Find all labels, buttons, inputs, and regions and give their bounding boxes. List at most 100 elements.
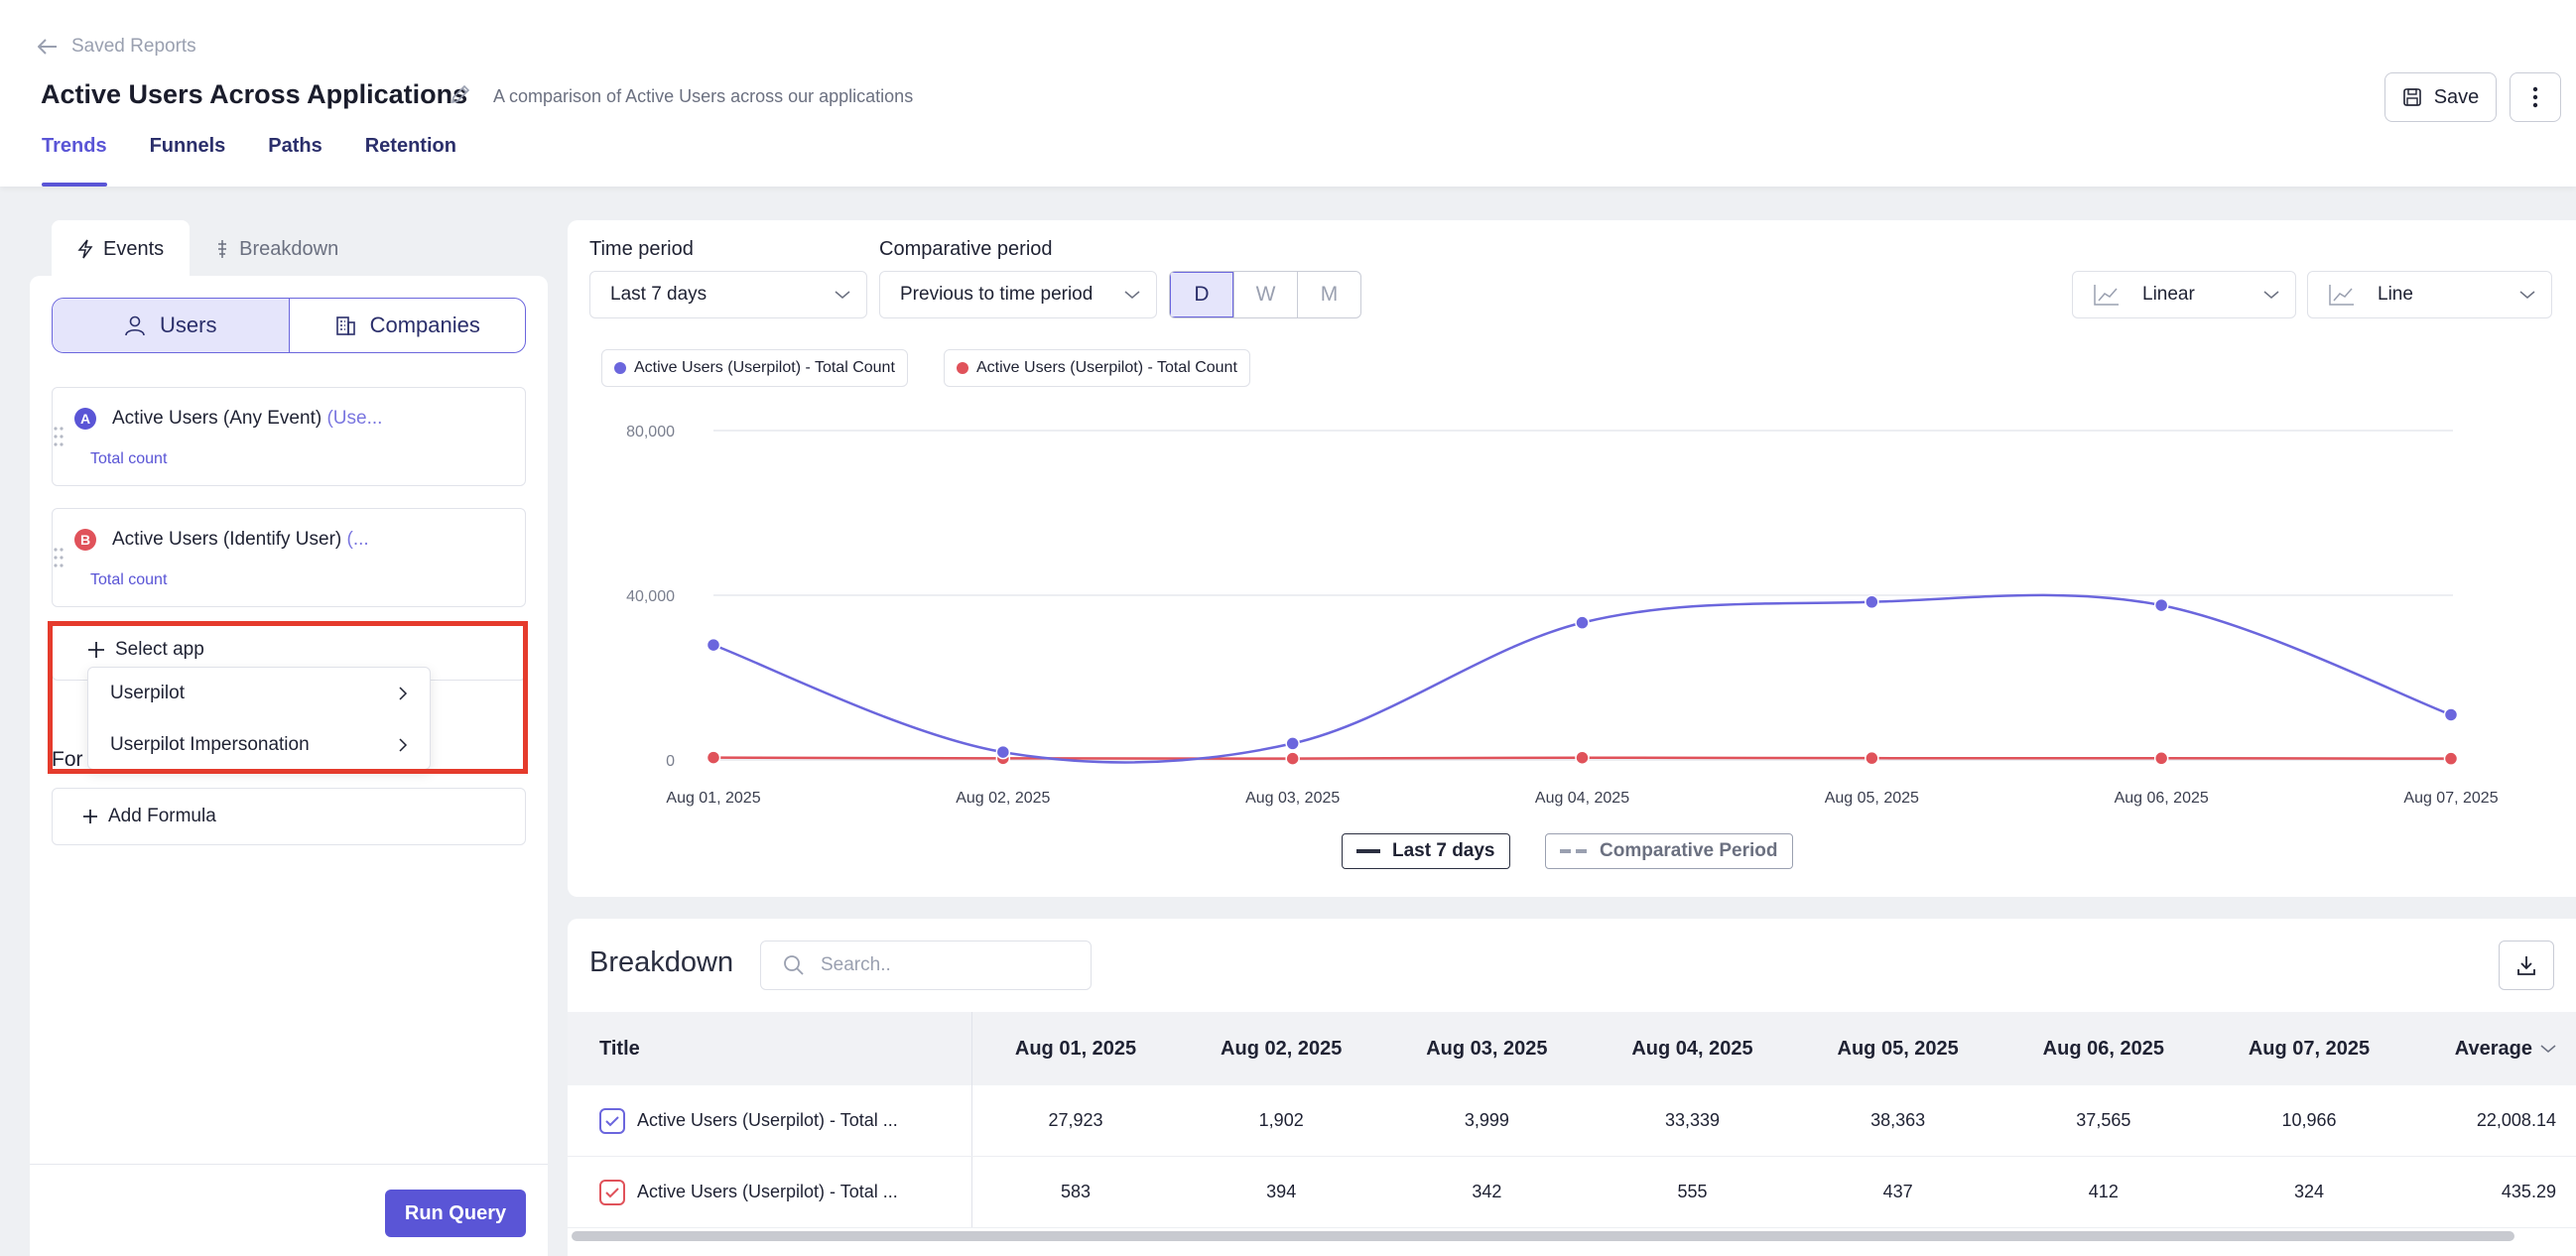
lightning-icon xyxy=(77,239,93,259)
horizontal-scrollbar[interactable] xyxy=(572,1231,2514,1241)
table-cell: 437 xyxy=(1882,1182,1913,1201)
column-header-date[interactable]: Aug 07, 2025 xyxy=(2248,1037,2371,1060)
table-cell: 324 xyxy=(2293,1182,2324,1201)
chart-type-select[interactable]: Line xyxy=(2307,271,2552,318)
dropdown-item-label: Userpilot xyxy=(110,683,185,703)
event-metric-b[interactable]: Total count xyxy=(90,571,168,588)
chevron-down-icon xyxy=(2540,1045,2556,1053)
comparative-period-select[interactable]: Previous to time period xyxy=(879,271,1157,318)
column-header-title[interactable]: Title xyxy=(568,1012,973,1085)
more-options-button[interactable] xyxy=(2510,72,2561,122)
tab-paths[interactable]: Paths xyxy=(268,135,322,157)
back-to-saved-reports-link[interactable]: Saved Reports xyxy=(38,36,196,58)
column-header-date[interactable]: Aug 04, 2025 xyxy=(1631,1037,1753,1060)
row-checkbox[interactable] xyxy=(599,1179,625,1205)
y-tick-label: 80,000 xyxy=(626,424,675,440)
users-toggle[interactable]: Users xyxy=(53,299,290,352)
column-header-date[interactable]: Aug 05, 2025 xyxy=(1837,1037,1959,1060)
data-point xyxy=(1575,750,1590,765)
granularity-month[interactable]: M xyxy=(1297,272,1360,317)
dropdown-item-userpilot-impersonation[interactable]: Userpilot Impersonation xyxy=(88,719,430,771)
back-link-label: Saved Reports xyxy=(71,36,196,57)
tab-events[interactable]: Events xyxy=(52,220,191,278)
data-point xyxy=(1575,615,1590,630)
column-header-date[interactable]: Aug 06, 2025 xyxy=(2042,1037,2164,1060)
table-cell: 33,339 xyxy=(1664,1110,1721,1130)
legend-comparative-period[interactable]: Comparative Period xyxy=(1545,833,1793,869)
granularity-day[interactable]: D xyxy=(1170,272,1233,317)
data-point xyxy=(1285,736,1300,751)
chart-panel: Time period Last 7 days Comparative peri… xyxy=(568,220,2576,897)
companies-toggle[interactable]: Companies xyxy=(290,299,526,352)
users-toggle-label: Users xyxy=(160,313,217,337)
scale-select[interactable]: Linear xyxy=(2072,271,2296,318)
comparative-period-value: Previous to time period xyxy=(900,284,1094,305)
run-query-button[interactable]: Run Query xyxy=(385,1190,526,1237)
event-card-a[interactable]: A Active Users (Any Event) (Use... Total… xyxy=(52,387,526,486)
row-checkbox[interactable] xyxy=(599,1107,625,1134)
x-tick-label: Aug 04, 2025 xyxy=(1535,790,1629,807)
breakdown-search-input[interactable] xyxy=(821,954,1079,976)
tab-breakdown[interactable]: Breakdown xyxy=(190,220,364,278)
x-tick-label: Aug 06, 2025 xyxy=(2115,790,2209,807)
column-header-date[interactable]: Aug 01, 2025 xyxy=(1014,1037,1137,1060)
data-point xyxy=(2153,751,2169,766)
column-header-average[interactable]: Average xyxy=(2412,1038,2576,1061)
table-cell: 583 xyxy=(1061,1182,1092,1201)
query-builder-panel: Users Companies A Active Users (Any Even… xyxy=(30,276,548,1256)
granularity-week[interactable]: W xyxy=(1233,272,1297,317)
floppy-disk-icon xyxy=(2402,88,2421,106)
table-cell: 38,363 xyxy=(1870,1110,1926,1130)
time-period-select[interactable]: Last 7 days xyxy=(589,271,867,318)
time-period-label: Time period xyxy=(589,238,694,260)
table-cell: 27,923 xyxy=(1048,1110,1103,1130)
drag-handle-icon[interactable] xyxy=(53,547,64,568)
event-metric-a[interactable]: Total count xyxy=(90,450,168,467)
table-cell: 1,902 xyxy=(1258,1110,1304,1130)
pencil-icon[interactable] xyxy=(450,83,471,105)
granularity-toggle: D W M xyxy=(1169,271,1361,318)
breakdown-search[interactable] xyxy=(760,941,1092,990)
x-tick-label: Aug 05, 2025 xyxy=(1825,790,1919,807)
app-dropdown-menu: Userpilot Userpilot Impersonation xyxy=(87,667,431,770)
column-header-date[interactable]: Aug 02, 2025 xyxy=(1221,1037,1343,1060)
legend-series-2[interactable]: Active Users (Userpilot) - Total Count xyxy=(944,349,1250,387)
y-tick-label: 40,000 xyxy=(626,588,675,605)
scale-value: Linear xyxy=(2142,284,2195,305)
breakdown-panel: Breakdown Title Aug 01, 2025 Aug 02, 202… xyxy=(568,919,2576,1256)
chevron-right-icon xyxy=(399,738,408,752)
legend-last-7-days[interactable]: Last 7 days xyxy=(1342,833,1510,869)
checkmark-icon xyxy=(605,1115,619,1126)
legend-label: Active Users (Userpilot) - Total Count xyxy=(976,359,1237,376)
tab-trends[interactable]: Trends xyxy=(42,135,107,187)
tab-retention[interactable]: Retention xyxy=(364,135,456,157)
query-builder-tabs: Events Breakdown xyxy=(52,220,364,278)
select-app-label: Select app xyxy=(115,639,204,660)
arrow-left-icon xyxy=(38,39,57,55)
legend-series-1[interactable]: Active Users (Userpilot) - Total Count xyxy=(601,349,908,387)
column-header-date[interactable]: Aug 03, 2025 xyxy=(1426,1037,1548,1060)
chart-type-value: Line xyxy=(2378,284,2413,305)
table-cell: 10,966 xyxy=(2281,1110,2337,1130)
event-card-b[interactable]: B Active Users (Identify User) (... Tota… xyxy=(52,508,526,607)
tab-funnels[interactable]: Funnels xyxy=(149,135,226,157)
row-title: Active Users (Userpilot) - Total ... xyxy=(637,1182,898,1201)
event-badge-a: A xyxy=(74,408,96,430)
save-button[interactable]: Save xyxy=(2384,72,2497,122)
x-tick-label: Aug 02, 2025 xyxy=(956,790,1050,807)
drag-handle-icon[interactable] xyxy=(53,426,64,447)
table-cell-average: 435.29 xyxy=(2501,1182,2556,1201)
dropdown-item-userpilot[interactable]: Userpilot xyxy=(88,668,430,719)
data-point xyxy=(995,744,1011,760)
add-formula-button[interactable]: Add Formula xyxy=(52,788,526,845)
select-app-button[interactable]: Select app xyxy=(87,639,204,661)
download-button[interactable] xyxy=(2499,941,2554,990)
search-icon xyxy=(784,955,804,975)
row-title-cell: Active Users (Userpilot) - Total ... xyxy=(568,1085,973,1156)
period-label: Comparative Period xyxy=(1600,840,1778,861)
plus-icon xyxy=(88,642,104,658)
panel-footer-divider xyxy=(30,1164,548,1165)
dashed-line-icon xyxy=(1560,849,1587,853)
legend-label: Active Users (Userpilot) - Total Count xyxy=(634,359,895,376)
tab-events-label: Events xyxy=(103,237,165,260)
